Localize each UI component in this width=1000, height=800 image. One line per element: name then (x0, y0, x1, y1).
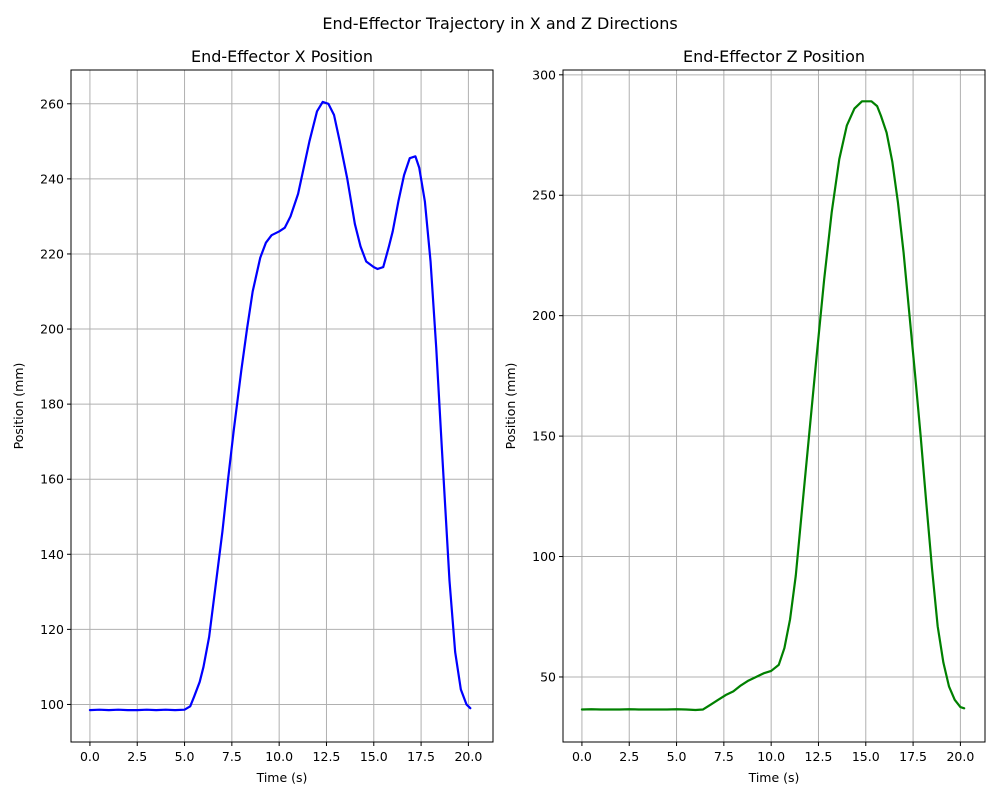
y-axis-label: Position (mm) (11, 363, 26, 450)
y-axis-label: Position (mm) (503, 363, 518, 450)
y-tick-label: 120 (40, 622, 64, 637)
x-tick-label: 15.0 (852, 749, 880, 764)
figure-title: End-Effector Trajectory in X and Z Direc… (322, 14, 677, 33)
y-tick-label: 260 (40, 96, 64, 111)
x-tick-label: 12.5 (313, 749, 341, 764)
x-tick-label: 0.0 (80, 749, 100, 764)
y-tick-label: 50 (540, 669, 556, 684)
x-axis-label: Time (s) (748, 770, 800, 785)
y-tick-label: 140 (40, 547, 64, 562)
plot-frame (562, 69, 986, 743)
x-tick-label: 7.5 (714, 749, 734, 764)
x-tick-label: 7.5 (222, 749, 242, 764)
x-tick-label: 17.5 (407, 749, 435, 764)
x-tick-label: 20.0 (946, 749, 974, 764)
x-tick-label: 10.0 (757, 749, 785, 764)
x-tick-label: 5.0 (175, 749, 195, 764)
y-tick-label: 100 (40, 697, 64, 712)
x-tick-label: 17.5 (899, 749, 927, 764)
subplot-title: End-Effector Z Position (683, 47, 865, 66)
y-tick-label: 240 (40, 171, 64, 186)
x-tick-label: 2.5 (127, 749, 147, 764)
x-tick-label: 10.0 (265, 749, 293, 764)
y-tick-label: 200 (532, 308, 556, 323)
y-tick-label: 200 (40, 322, 64, 337)
y-tick-label: 300 (532, 67, 556, 82)
x-tick-label: 0.0 (572, 749, 592, 764)
x-tick-label: 12.5 (805, 749, 833, 764)
y-tick-label: 160 (40, 472, 64, 487)
y-tick-label: 180 (40, 397, 64, 412)
y-tick-label: 100 (532, 549, 556, 564)
y-tick-label: 250 (532, 188, 556, 203)
subplot-x-position: 0.0 2.5 5.0 7.5 10.0 12.5 15.0 17.5 20.0 100 120 14… (11, 47, 494, 785)
x-tick-label: 20.0 (454, 749, 482, 764)
x-tick-label: 2.5 (619, 749, 639, 764)
subplot-title: End-Effector X Position (191, 47, 373, 66)
x-axis-label: Time (s) (256, 770, 308, 785)
y-tick-label: 150 (532, 429, 556, 444)
series-line-z (580, 100, 966, 712)
y-tick-label: 220 (40, 246, 64, 261)
subplot-z-position: 0.0 2.5 5.0 7.5 10.0 12.5 15.0 17.5 20.0 50 100 150… (503, 47, 986, 785)
series-line-x (88, 100, 472, 712)
x-tick-label: 5.0 (667, 749, 687, 764)
x-tick-label: 15.0 (360, 749, 388, 764)
plot-frame (70, 69, 494, 743)
